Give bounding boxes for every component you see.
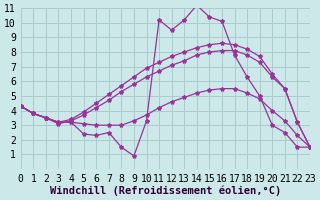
X-axis label: Windchill (Refroidissement éolien,°C): Windchill (Refroidissement éolien,°C) xyxy=(50,185,281,196)
